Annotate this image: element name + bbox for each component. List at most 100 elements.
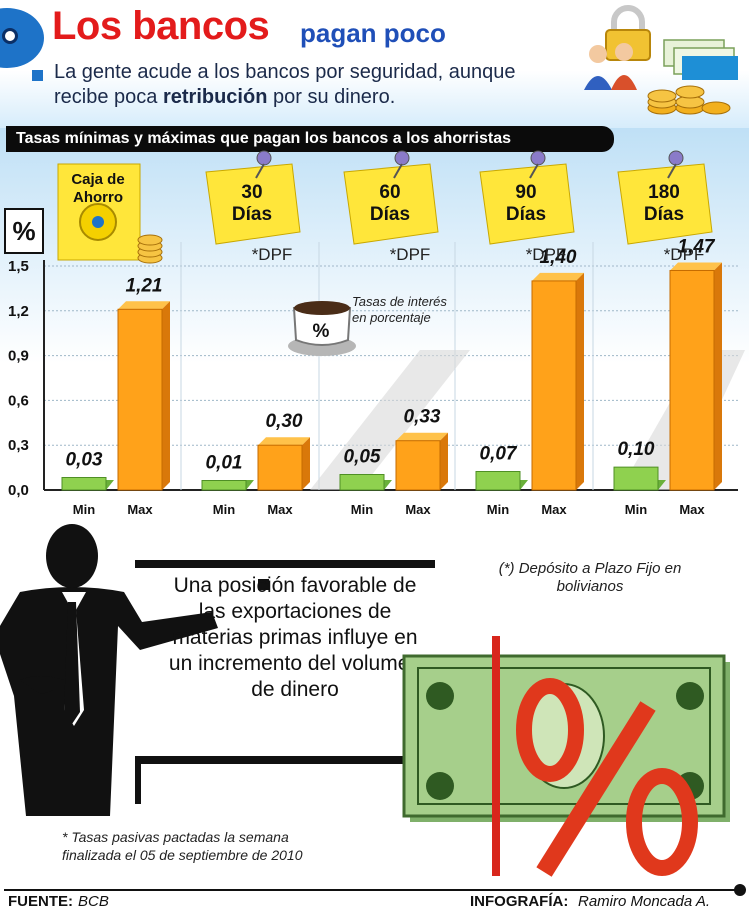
- intro-text: La gente acude a los bancos por segurida…: [54, 60, 614, 110]
- source-label: FUENTE:: [8, 893, 73, 910]
- pushpin-icon: [394, 150, 410, 166]
- credit-value: Ramiro Moncada A.: [578, 893, 710, 910]
- presentation-text: Una posición favorable de las exportacio…: [168, 574, 422, 701]
- max-bar-side: [162, 301, 170, 490]
- intro-line-2c: por su dinero.: [267, 86, 396, 108]
- min-bar: [475, 471, 521, 491]
- max-value-label: 1,40: [540, 247, 577, 268]
- pushpin-needle: [667, 163, 677, 179]
- y-tick-label: 1,2: [8, 303, 29, 320]
- category-label: Días: [232, 204, 272, 225]
- background-stripe: [310, 350, 470, 490]
- category-label: Días: [506, 204, 546, 225]
- category-label: Ahorro: [73, 189, 123, 206]
- max-bar-top: [118, 301, 170, 310]
- intro-line-2a: recibe poca: [54, 86, 163, 108]
- money-stack-icon: [663, 39, 738, 80]
- min-value-label: 0,07: [480, 444, 518, 465]
- series-label-max: Max: [405, 502, 431, 517]
- max-bar: [117, 308, 163, 491]
- footer-divider: [4, 889, 738, 891]
- max-bar-side: [440, 432, 448, 490]
- max-bar-top: [258, 437, 310, 446]
- dollar-percent-illustration: [402, 636, 730, 877]
- max-value-label: 0,30: [266, 411, 303, 432]
- category-label: Caja de: [71, 171, 124, 188]
- series-label-max: Max: [541, 502, 567, 517]
- series-label-max: Max: [267, 502, 293, 517]
- max-bar-side: [714, 262, 722, 490]
- y-tick-label: 0,3: [8, 437, 29, 454]
- max-bar: [395, 440, 441, 491]
- intro-line-1: La gente acude a los bancos por segurida…: [54, 61, 516, 83]
- legend-note: en porcentaje: [352, 310, 431, 325]
- dpf-label: *DPF: [664, 245, 705, 264]
- logo-eye-icon: [2, 28, 18, 44]
- presenter-icon: [0, 524, 218, 816]
- credit-label: INFOGRAFÍA:: [470, 893, 569, 910]
- category-label: Días: [644, 204, 684, 225]
- max-bar: [531, 280, 577, 491]
- max-value-label: 1,21: [126, 275, 163, 296]
- chart-title: Tasas mínimas y máximas que pagan los ba…: [16, 130, 512, 147]
- week-footnote: * Tasas pasivas pactadas la semana final…: [62, 828, 382, 864]
- security-illustration: [584, 5, 738, 115]
- page-title: Los bancos: [52, 4, 270, 48]
- source-value: BCB: [78, 893, 109, 910]
- category-label: 30: [241, 182, 262, 203]
- series-label-min: Min: [213, 502, 235, 517]
- min-value-label: 0,05: [344, 447, 381, 468]
- week-note-line-2: finalizada el 05 de septiembre de 2010: [62, 847, 303, 863]
- week-note-line-1: * Tasas pasivas pactadas la semana: [62, 829, 289, 845]
- min-value-label: 0,03: [66, 450, 103, 471]
- coffee-surface: [294, 301, 350, 315]
- max-bar-top: [532, 272, 584, 281]
- max-bar-side: [576, 272, 584, 490]
- coin-icon: [647, 85, 731, 115]
- chart-title-bar: [6, 126, 614, 152]
- legend-note: Tasas de interés: [352, 294, 447, 309]
- min-bar: [201, 480, 247, 491]
- pushpin-needle: [393, 163, 403, 179]
- series-label-min: Min: [625, 502, 647, 517]
- max-value-label: 1,47: [678, 236, 716, 257]
- people-icon: [584, 43, 637, 90]
- pushpin-icon: [256, 150, 272, 166]
- y-tick-label: 0,0: [8, 482, 29, 499]
- pushpin-icon: [530, 150, 546, 166]
- dpf-label: *DPF: [526, 245, 567, 264]
- series-label-max: Max: [127, 502, 153, 517]
- series-label-min: Min: [73, 502, 95, 517]
- series-label-max: Max: [679, 502, 705, 517]
- min-bar: [613, 466, 659, 491]
- pushpin-needle: [529, 163, 539, 179]
- series-label-min: Min: [487, 502, 509, 517]
- y-axis-unit-label: %: [4, 208, 44, 254]
- max-bar-side: [302, 437, 310, 490]
- pushpin-icon: [668, 150, 684, 166]
- max-bar-top: [670, 262, 722, 271]
- dpf-footnote: (*) Depósito a Plazo Fijo en bolivianos: [498, 560, 682, 595]
- presentation-bullet: [258, 579, 269, 590]
- min-bar: [339, 474, 385, 491]
- max-value-label: 0,33: [404, 407, 441, 428]
- min-bar: [61, 477, 107, 491]
- dpf-label: *DPF: [390, 245, 431, 264]
- category-label: Días: [370, 204, 410, 225]
- dpf-label: *DPF: [252, 245, 293, 264]
- intro-emphasis: retribución: [162, 86, 268, 108]
- coffee-cup-icon: [292, 307, 352, 346]
- page-subtitle: pagan poco: [300, 18, 446, 48]
- min-value-label: 0,10: [618, 439, 655, 460]
- min-value-label: 0,01: [206, 453, 243, 474]
- pushpin-needle: [255, 163, 265, 179]
- bar-chart: 0,0 0,3 0,6 0,9 1,2 1,5 0,03 1,21 Min Max 0,01 0,3…: [8, 150, 745, 517]
- category-label: 180: [648, 182, 680, 203]
- header-background: [0, 0, 749, 128]
- percent-sign-icon: [492, 636, 698, 877]
- y-tick-label: 0,6: [8, 392, 29, 409]
- coin-icon: [137, 234, 163, 246]
- series-label-min: Min: [351, 502, 373, 517]
